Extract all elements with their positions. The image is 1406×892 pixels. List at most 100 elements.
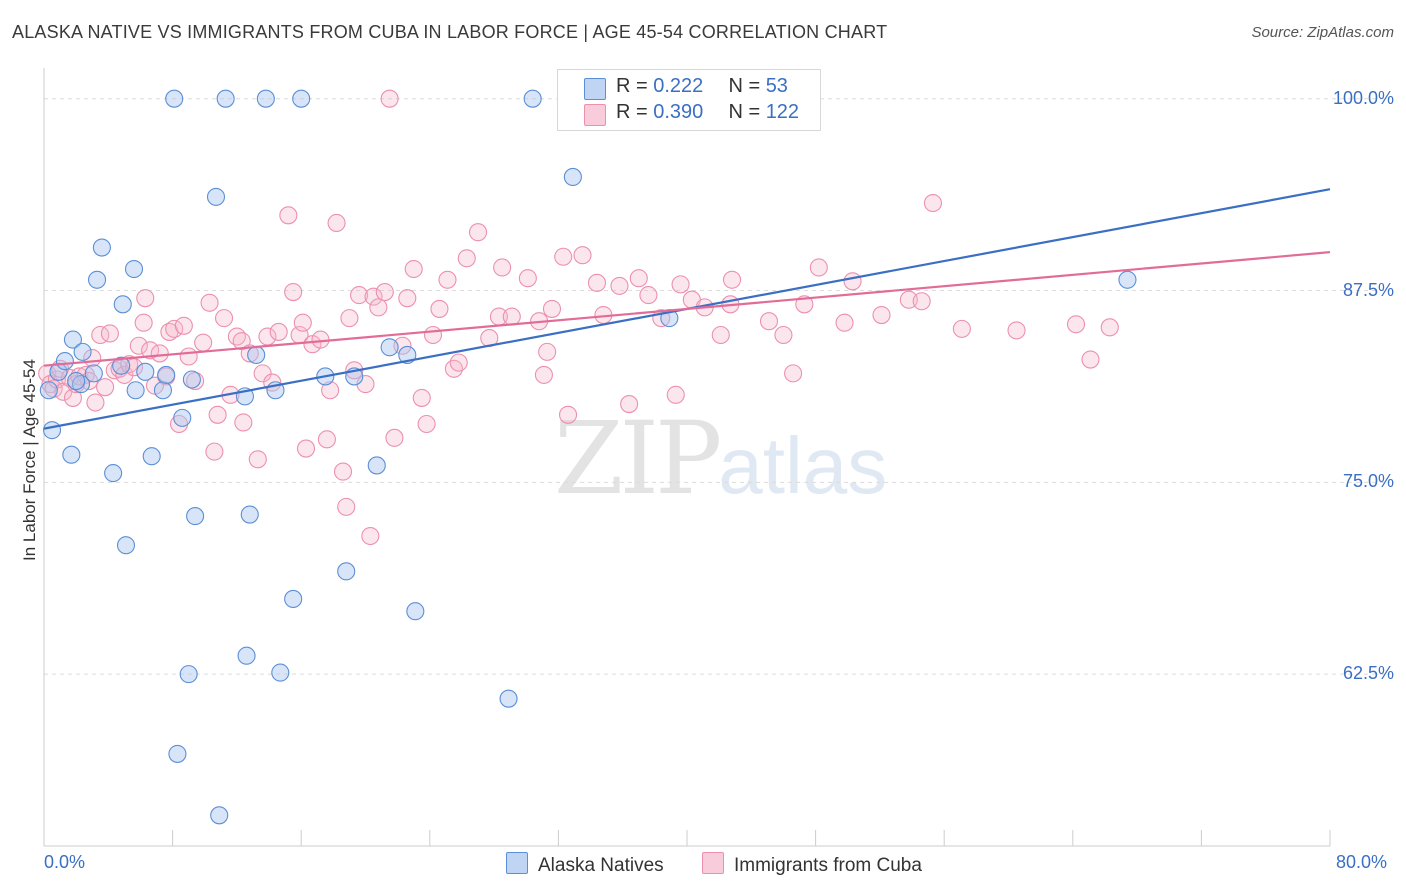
point-immigrants-from-cuba (457, 249, 476, 268)
point-immigrants-from-cuba (538, 342, 557, 361)
point-immigrants-from-cuba (711, 325, 730, 345)
point-alaska-natives (1118, 270, 1137, 289)
point-immigrants-from-cuba (337, 497, 356, 516)
point-alaska-natives (284, 589, 303, 608)
point-immigrants-from-cuba (412, 388, 431, 407)
point-immigrants-from-cuba (100, 324, 119, 343)
point-immigrants-from-cuba (518, 269, 537, 288)
point-immigrants-from-cuba (398, 289, 417, 308)
legend-n-label: N = (728, 101, 766, 123)
point-immigrants-from-cuba (385, 428, 404, 447)
point-alaska-natives (406, 602, 425, 621)
point-immigrants-from-cuba (86, 393, 105, 412)
point-alaska-natives (116, 536, 136, 555)
point-immigrants-from-cuba (194, 333, 213, 352)
point-immigrants-from-cuba (240, 344, 259, 363)
point-immigrants-from-cuba (666, 385, 685, 404)
point-immigrants-from-cuba (912, 292, 931, 311)
point-immigrants-from-cuba (534, 365, 553, 384)
point-immigrants-from-cuba (364, 287, 383, 306)
point-alaska-natives (292, 89, 311, 108)
point-alaska-natives (173, 408, 192, 427)
point-immigrants-from-cuba (96, 378, 115, 397)
point-alaska-natives (153, 381, 173, 400)
point-immigrants-from-cuba (248, 450, 267, 469)
point-alaska-natives (62, 445, 81, 464)
point-alaska-natives (210, 806, 229, 825)
point-immigrants-from-cuba (759, 312, 779, 331)
point-immigrants-from-cuba (671, 275, 690, 294)
bottom-legend-swatch-pink (702, 852, 724, 874)
point-immigrants-from-cuba (361, 526, 380, 546)
point-alaska-natives (271, 663, 290, 682)
point-alaska-natives (126, 381, 145, 400)
x-tick-max: 80.0% (1336, 852, 1388, 872)
point-immigrants-from-cuba (317, 430, 336, 449)
point-immigrants-from-cuba (1066, 315, 1086, 334)
point-immigrants-from-cuba (1100, 318, 1119, 337)
bottom-legend-label-cuba: Immigrants from Cuba (734, 855, 922, 876)
y-tick-label: 62.5% (1342, 663, 1394, 684)
legend-n-label: N = (728, 75, 766, 97)
point-immigrants-from-cuba (438, 270, 457, 289)
point-immigrants-from-cuba (333, 462, 353, 481)
point-alaska-natives (92, 238, 111, 257)
point-immigrants-from-cuba (296, 439, 316, 458)
point-immigrants-from-cuba (234, 413, 253, 432)
point-immigrants-from-cuba (110, 359, 129, 378)
point-alaska-natives (380, 338, 399, 357)
point-immigrants-from-cuba (558, 405, 578, 424)
point-immigrants-from-cuba (774, 325, 793, 345)
axes (43, 68, 1331, 847)
point-immigrants-from-cuba (468, 223, 488, 242)
point-immigrants-from-cuba (610, 276, 629, 295)
point-immigrants-from-cuba (279, 206, 298, 225)
point-alaska-natives (63, 330, 82, 349)
point-immigrants-from-cuba (629, 269, 648, 288)
point-alaska-natives (84, 364, 103, 383)
point-immigrants-from-cuba (269, 322, 288, 341)
stats-legend: R = 0.222 N = 53 R = 0.390 N = 122 (557, 69, 821, 131)
point-immigrants-from-cuba (369, 298, 388, 317)
bottom-legend-alaska: Alaska Natives (506, 852, 664, 877)
point-alaska-natives (337, 562, 356, 581)
point-immigrants-from-cuba (639, 286, 658, 305)
point-alaska-natives (73, 342, 92, 361)
point-alaska-natives (67, 371, 86, 391)
point-alaska-natives (179, 665, 198, 684)
point-immigrants-from-cuba (1081, 350, 1100, 369)
y-tick-label: 75.0% (1342, 471, 1394, 492)
legend-r-label: R = (616, 75, 654, 97)
point-alaska-natives (240, 505, 259, 524)
point-immigrants-from-cuba (843, 272, 862, 291)
point-alaska-natives (42, 421, 62, 440)
point-alaska-natives (157, 365, 176, 384)
point-alaska-natives (216, 89, 235, 108)
watermark-zip: ZIP (554, 400, 722, 517)
point-immigrants-from-cuba (91, 325, 110, 345)
chart-title: ALASKA NATIVE VS IMMIGRANTS FROM CUBA IN… (12, 22, 888, 42)
point-immigrants-from-cuba (542, 299, 562, 318)
point-immigrants-from-cuba (150, 344, 169, 363)
point-immigrants-from-cuba (134, 313, 153, 332)
series-immigrants-from-cuba (38, 89, 1119, 546)
y-tick-label: 87.5% (1342, 279, 1394, 300)
point-alaska-natives (104, 464, 123, 483)
point-alaska-natives (182, 370, 201, 389)
point-alaska-natives (237, 646, 256, 665)
point-immigrants-from-cuba (253, 364, 272, 383)
point-alaska-natives (499, 689, 518, 708)
point-immigrants-from-cuba (141, 341, 160, 360)
point-alaska-natives (523, 89, 542, 108)
source-label: Source: ZipAtlas.com (1251, 24, 1394, 41)
bottom-legend-swatch-blue (506, 852, 528, 874)
point-immigrants-from-cuba (136, 289, 155, 308)
point-alaska-natives (206, 187, 226, 206)
point-immigrants-from-cuba (573, 246, 592, 265)
point-immigrants-from-cuba (404, 259, 423, 279)
point-alaska-natives (168, 744, 187, 763)
point-alaska-natives (256, 89, 275, 108)
y-tick-label: 100.0% (1332, 87, 1394, 108)
point-immigrants-from-cuba (200, 293, 219, 312)
point-alaska-natives (55, 352, 74, 371)
